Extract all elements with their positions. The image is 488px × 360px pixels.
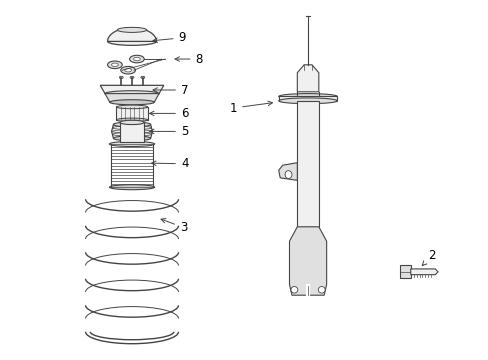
Ellipse shape [116,118,147,122]
Ellipse shape [109,141,154,147]
Text: 7: 7 [153,84,188,96]
Polygon shape [289,227,326,295]
Text: 8: 8 [175,53,203,66]
Ellipse shape [120,120,144,125]
Ellipse shape [113,122,150,127]
Ellipse shape [278,98,337,104]
Ellipse shape [119,76,123,78]
Ellipse shape [124,68,131,72]
Ellipse shape [130,76,134,78]
Ellipse shape [133,57,140,61]
Polygon shape [399,265,410,278]
Polygon shape [278,96,337,101]
Ellipse shape [107,61,122,69]
Polygon shape [120,122,144,142]
Text: 1: 1 [229,101,272,114]
Ellipse shape [105,91,159,96]
Polygon shape [105,94,159,102]
Ellipse shape [111,63,118,67]
Polygon shape [111,125,152,138]
Polygon shape [107,28,156,41]
Ellipse shape [116,105,147,109]
Ellipse shape [285,171,291,179]
Ellipse shape [318,287,325,293]
Text: 5: 5 [149,125,188,138]
Text: 9: 9 [153,31,185,44]
Text: 6: 6 [149,107,188,120]
Ellipse shape [107,37,156,45]
Ellipse shape [117,27,146,32]
Ellipse shape [109,185,154,190]
Polygon shape [297,101,318,227]
Ellipse shape [113,136,150,141]
Ellipse shape [290,287,297,293]
Ellipse shape [141,76,144,78]
Polygon shape [116,107,147,120]
Polygon shape [100,85,163,94]
Text: 4: 4 [151,157,188,170]
Ellipse shape [110,100,154,105]
Ellipse shape [121,67,135,74]
Text: 2: 2 [422,249,434,266]
Polygon shape [278,163,297,180]
Ellipse shape [278,94,337,99]
Polygon shape [297,65,318,92]
Ellipse shape [129,55,144,63]
Text: 3: 3 [161,219,187,234]
Polygon shape [410,269,437,275]
